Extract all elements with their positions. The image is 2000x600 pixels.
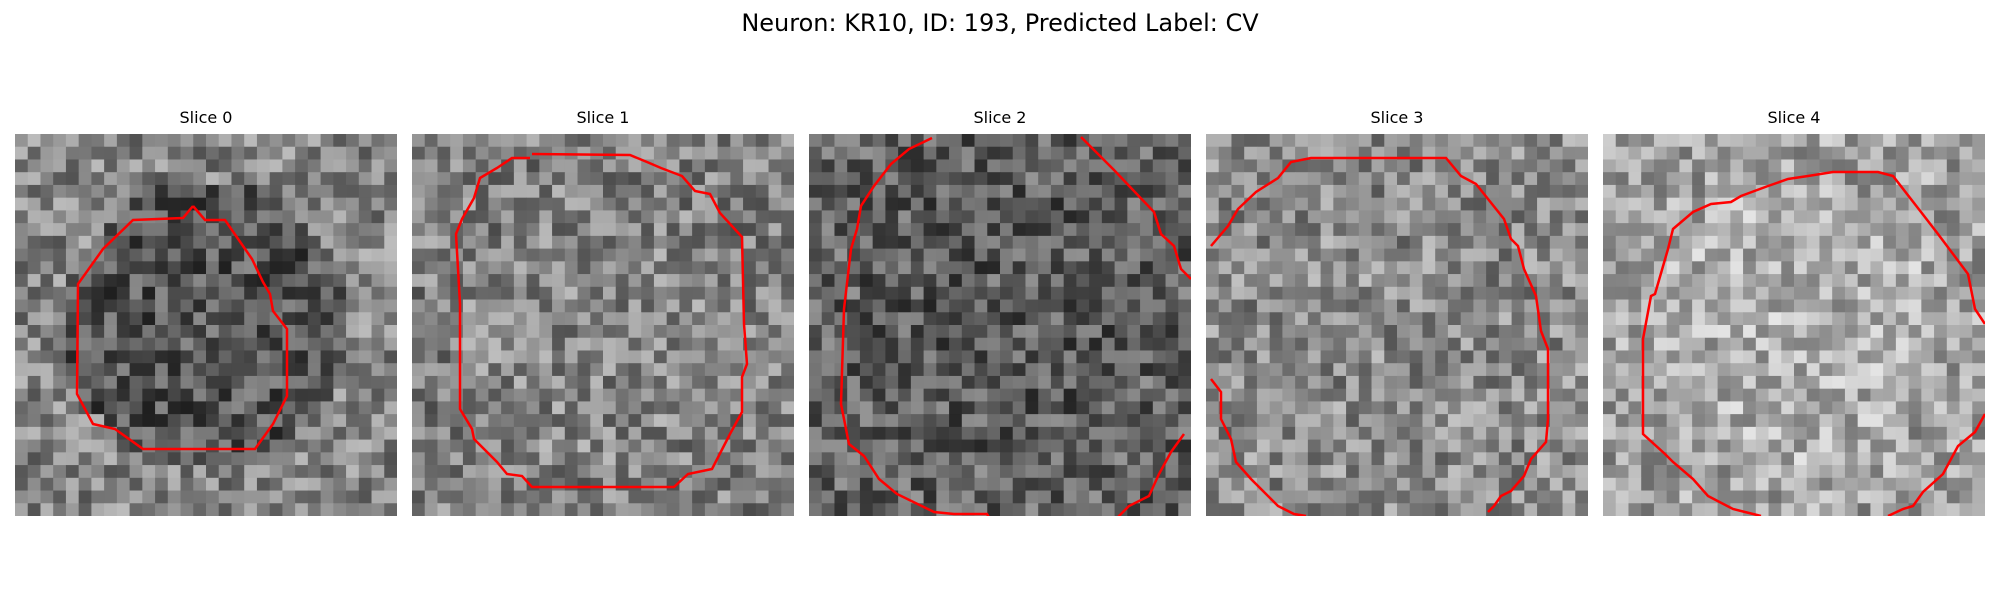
slice-title-4: Slice 4 (1767, 108, 1821, 127)
slice-title-2: Slice 2 (973, 108, 1027, 127)
slice-title-0: Slice 0 (179, 108, 233, 127)
slice-panel-2: Slice 2 (809, 108, 1191, 516)
slice-title-1: Slice 1 (576, 108, 630, 127)
roi-contour-2-left (839, 136, 1186, 516)
slice-image-0 (15, 134, 397, 516)
roi-contour-3-left (1210, 156, 1550, 513)
roi-contour-4-top (1641, 170, 1985, 516)
figure-title: Neuron: KR10, ID: 193, Predicted Label: … (741, 9, 1259, 37)
slice-image-2 (809, 134, 1191, 516)
slice-panel-0: Slice 0 (15, 108, 397, 516)
slice-image-4 (1603, 134, 1985, 516)
roi-contour-2-right (1080, 136, 1191, 280)
roi-contour-4-right (1887, 413, 1985, 516)
roi-contour-3-bottom (1210, 378, 1307, 516)
slice-panel-1: Slice 1 (412, 108, 794, 516)
roi-contour-0 (75, 205, 289, 451)
slice-image-1 (412, 134, 794, 516)
roi-contour-1 (454, 152, 749, 489)
slice-title-3: Slice 3 (1370, 108, 1424, 127)
slice-panel-3: Slice 3 (1206, 108, 1588, 516)
slice-panel-4: Slice 4 (1603, 108, 1985, 516)
slice-image-3 (1206, 134, 1588, 516)
